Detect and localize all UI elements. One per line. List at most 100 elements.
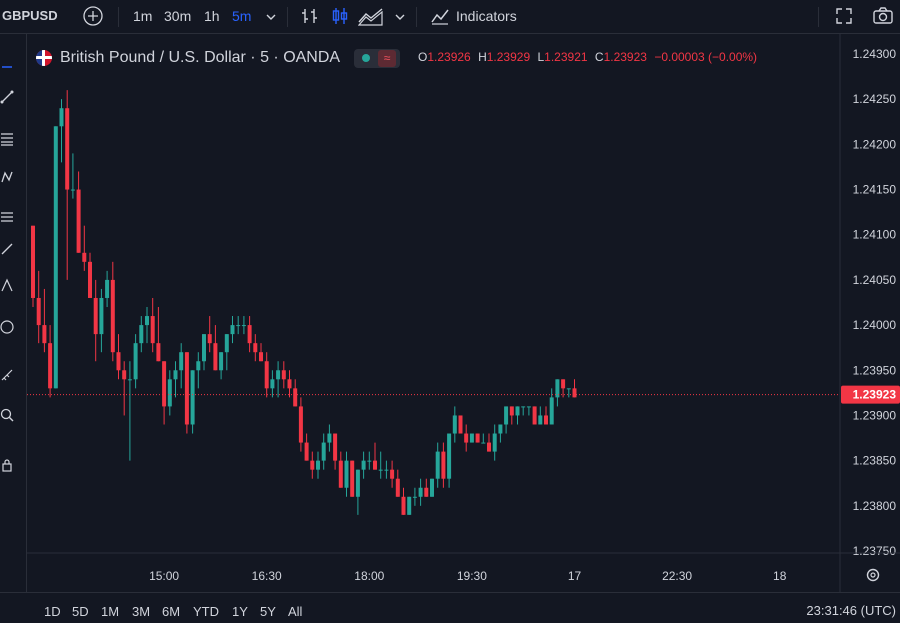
candle bbox=[150, 297, 155, 353]
candle bbox=[219, 352, 224, 380]
candles-chart-style-icon[interactable] bbox=[330, 6, 350, 26]
candle bbox=[270, 370, 275, 398]
candle bbox=[304, 433, 309, 461]
bar-chart-style-icon[interactable] bbox=[300, 6, 320, 26]
settings-gear-icon[interactable] bbox=[866, 568, 880, 582]
y-tick-label: 1.24250 bbox=[853, 92, 897, 106]
y-tick-label: 1.24050 bbox=[853, 273, 897, 287]
candle-body bbox=[42, 325, 47, 344]
range-1m[interactable]: 1M bbox=[101, 604, 120, 619]
interval-30m[interactable]: 30m bbox=[164, 8, 192, 24]
y-tick-label: 1.24100 bbox=[853, 228, 897, 242]
zoom-icon[interactable] bbox=[0, 408, 14, 422]
x-tick-label: 17 bbox=[568, 569, 582, 583]
range-1y[interactable]: 1Y bbox=[232, 604, 248, 619]
candle bbox=[264, 352, 269, 398]
candle bbox=[42, 288, 47, 353]
candle-body bbox=[430, 478, 434, 497]
candle-body bbox=[395, 478, 400, 497]
candle-body bbox=[464, 433, 469, 443]
symbol-search[interactable]: GBPUSD bbox=[2, 8, 58, 23]
y-tick-label: 1.23950 bbox=[853, 363, 897, 377]
chevron-down-icon[interactable] bbox=[394, 11, 406, 23]
candle bbox=[259, 343, 263, 362]
camera-icon[interactable] bbox=[872, 6, 894, 26]
candle-body bbox=[156, 343, 161, 362]
candle bbox=[127, 361, 132, 461]
ruler-icon[interactable] bbox=[0, 368, 14, 382]
y-tick-label: 1.24200 bbox=[853, 137, 897, 151]
candle bbox=[361, 451, 366, 479]
interval-5m[interactable]: 5m bbox=[232, 8, 252, 24]
compare-add-icon[interactable] bbox=[83, 6, 103, 26]
gbp-usd-flag-icon bbox=[36, 50, 52, 66]
candle bbox=[532, 406, 537, 425]
candle bbox=[464, 424, 469, 452]
candle-body bbox=[287, 379, 292, 389]
candle-body bbox=[139, 325, 144, 344]
candle bbox=[521, 406, 526, 416]
candle bbox=[572, 379, 577, 398]
change-value: −0.00003 (−0.00%) bbox=[654, 50, 758, 64]
candle-body bbox=[70, 189, 75, 191]
range-1d[interactable]: 1D bbox=[44, 604, 61, 619]
area-chart-style-icon[interactable] bbox=[358, 6, 384, 26]
text-tool-icon[interactable] bbox=[0, 278, 14, 292]
candle-body bbox=[253, 343, 258, 353]
candle-body bbox=[475, 433, 480, 443]
high-key: H bbox=[478, 50, 487, 64]
candle bbox=[355, 469, 360, 515]
candle-body bbox=[521, 406, 526, 408]
candle-body bbox=[355, 469, 360, 497]
lock-icon[interactable] bbox=[0, 458, 14, 472]
high-value: 1.23929 bbox=[486, 50, 531, 64]
chevron-down-icon[interactable] bbox=[265, 11, 277, 23]
range-ytd[interactable]: YTD bbox=[193, 604, 219, 619]
range-5d[interactable]: 5D bbox=[72, 604, 89, 619]
x-tick-label: 22:30 bbox=[662, 569, 692, 583]
fib-retracement-icon[interactable] bbox=[0, 132, 14, 146]
candle bbox=[452, 406, 457, 443]
top-toolbar: GBPUSD 1m 30m 1h 5m Indicators bbox=[0, 0, 900, 34]
candle-body bbox=[401, 496, 406, 515]
y-tick-label: 1.23900 bbox=[853, 408, 897, 422]
range-5y[interactable]: 5Y bbox=[260, 604, 276, 619]
candle bbox=[544, 406, 548, 425]
range-all[interactable]: All bbox=[288, 604, 303, 619]
x-tick-label: 18:00 bbox=[354, 569, 384, 583]
forecast-icon[interactable] bbox=[0, 210, 14, 224]
candle bbox=[156, 307, 161, 362]
candle bbox=[207, 316, 212, 353]
indicators-button[interactable]: Indicators bbox=[456, 8, 517, 24]
candle bbox=[338, 451, 343, 488]
candle-body bbox=[412, 496, 417, 498]
trend-line-icon[interactable] bbox=[0, 90, 14, 104]
open-key: O bbox=[418, 50, 428, 64]
crosshair-icon[interactable] bbox=[0, 60, 14, 74]
candle bbox=[447, 433, 452, 488]
candle bbox=[316, 451, 320, 479]
market-status-badge[interactable]: ≈ bbox=[354, 48, 401, 68]
candle bbox=[65, 90, 70, 280]
indicators-icon[interactable] bbox=[430, 6, 450, 26]
interval-1h[interactable]: 1h bbox=[204, 8, 220, 24]
symbol-title[interactable]: British Pound / U.S. Dollar · 5 · OANDA bbox=[60, 49, 341, 66]
candle-body bbox=[515, 406, 520, 416]
interval-1m[interactable]: 1m bbox=[133, 8, 153, 24]
range-3m[interactable]: 3M bbox=[132, 604, 151, 619]
candle bbox=[281, 361, 286, 389]
emoji-icon[interactable] bbox=[0, 320, 14, 334]
candle-body bbox=[167, 379, 172, 407]
fullscreen-icon[interactable] bbox=[834, 6, 854, 26]
candle bbox=[350, 460, 355, 497]
utc-clock[interactable]: 23:31:46 (UTC) bbox=[806, 603, 896, 618]
pattern-icon[interactable] bbox=[0, 170, 14, 184]
candle-body bbox=[298, 406, 303, 443]
brush-icon[interactable] bbox=[0, 242, 14, 256]
candle-body bbox=[36, 297, 41, 326]
candle-body bbox=[555, 379, 560, 398]
candle-body bbox=[310, 460, 315, 470]
candle bbox=[373, 442, 377, 470]
range-6m[interactable]: 6M bbox=[162, 604, 181, 619]
